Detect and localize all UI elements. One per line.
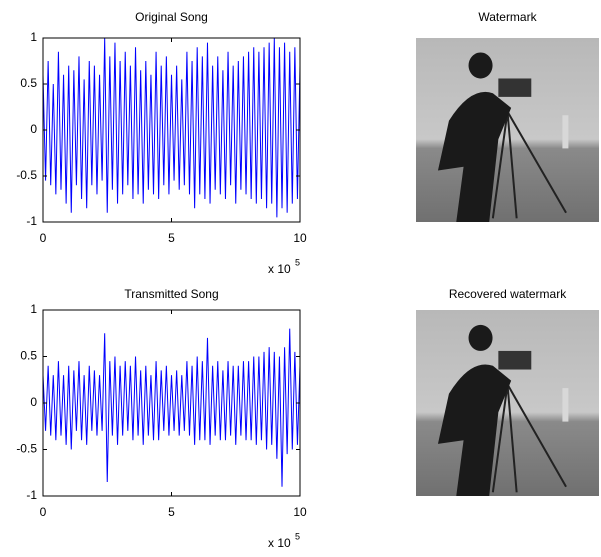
building bbox=[562, 115, 568, 148]
y-tick-label: -0.5 bbox=[16, 442, 37, 456]
y-tick-label: 0 bbox=[30, 122, 37, 136]
camera bbox=[498, 351, 531, 370]
y-tick-label: 1 bbox=[30, 302, 37, 316]
axis-exponent: 5 bbox=[295, 531, 300, 541]
y-tick-label: -0.5 bbox=[16, 168, 37, 182]
y-tick-label: 1 bbox=[30, 30, 37, 44]
x-tick-label: 10 bbox=[293, 505, 307, 519]
figure: Original Song-1-0.500.510510x 105Waterma… bbox=[0, 0, 601, 557]
chart-title: Transmitted Song bbox=[124, 287, 218, 301]
y-tick-label: -1 bbox=[26, 488, 37, 502]
y-tick-label: 0.5 bbox=[20, 76, 37, 90]
y-tick-label: -1 bbox=[26, 214, 37, 228]
x-tick-label: 0 bbox=[40, 231, 47, 245]
axes-box bbox=[43, 310, 300, 496]
image-background bbox=[416, 310, 599, 496]
image bbox=[416, 38, 599, 222]
image-background bbox=[416, 38, 599, 222]
x-tick-label: 0 bbox=[40, 505, 47, 519]
waveform bbox=[43, 329, 300, 487]
axis-multiplier: x 10 bbox=[268, 536, 291, 550]
axis-multiplier: x 10 bbox=[268, 262, 291, 276]
chart-title: Watermark bbox=[478, 10, 537, 24]
chart-title: Original Song bbox=[135, 10, 208, 24]
building bbox=[562, 388, 568, 421]
axis-exponent: 5 bbox=[295, 257, 300, 267]
x-tick-label: 5 bbox=[168, 505, 175, 519]
x-tick-label: 10 bbox=[293, 231, 307, 245]
waveform bbox=[43, 38, 300, 217]
y-tick-label: 0 bbox=[30, 395, 37, 409]
image bbox=[416, 310, 599, 496]
y-tick-label: 0.5 bbox=[20, 349, 37, 363]
camera bbox=[498, 78, 531, 96]
chart-title: Recovered watermark bbox=[449, 287, 567, 301]
x-tick-label: 5 bbox=[168, 231, 175, 245]
